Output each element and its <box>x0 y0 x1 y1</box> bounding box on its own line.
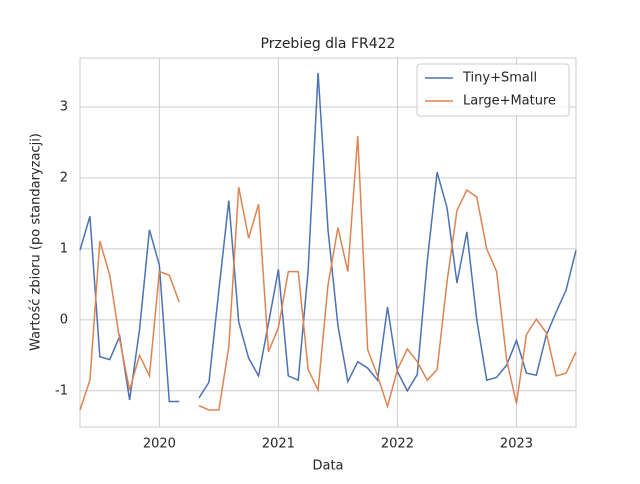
y-tick-label: 0 <box>60 312 68 327</box>
legend-box <box>416 63 570 117</box>
y-tick-label: 3 <box>60 99 68 114</box>
x-tick-label: 2022 <box>381 437 414 452</box>
legend-label: Large+Mature <box>463 94 556 109</box>
x-tick-label: 2020 <box>143 437 176 452</box>
x-tick-label: 2021 <box>262 437 295 452</box>
x-tick-label: 2023 <box>500 437 533 452</box>
y-tick-label: 1 <box>60 241 68 256</box>
plot-border <box>79 57 577 428</box>
chart-title: Przebieg dla FR422 <box>261 36 396 52</box>
series-line <box>79 72 577 403</box>
legend-label: Tiny+Small <box>462 71 537 86</box>
series-line <box>79 136 577 411</box>
x-axis-label: Data <box>312 459 343 474</box>
y-axis-label: Wartość zbioru (po standaryzacji) <box>29 133 44 351</box>
y-tick-label: 2 <box>60 170 68 185</box>
y-tick-label: -1 <box>55 383 68 398</box>
